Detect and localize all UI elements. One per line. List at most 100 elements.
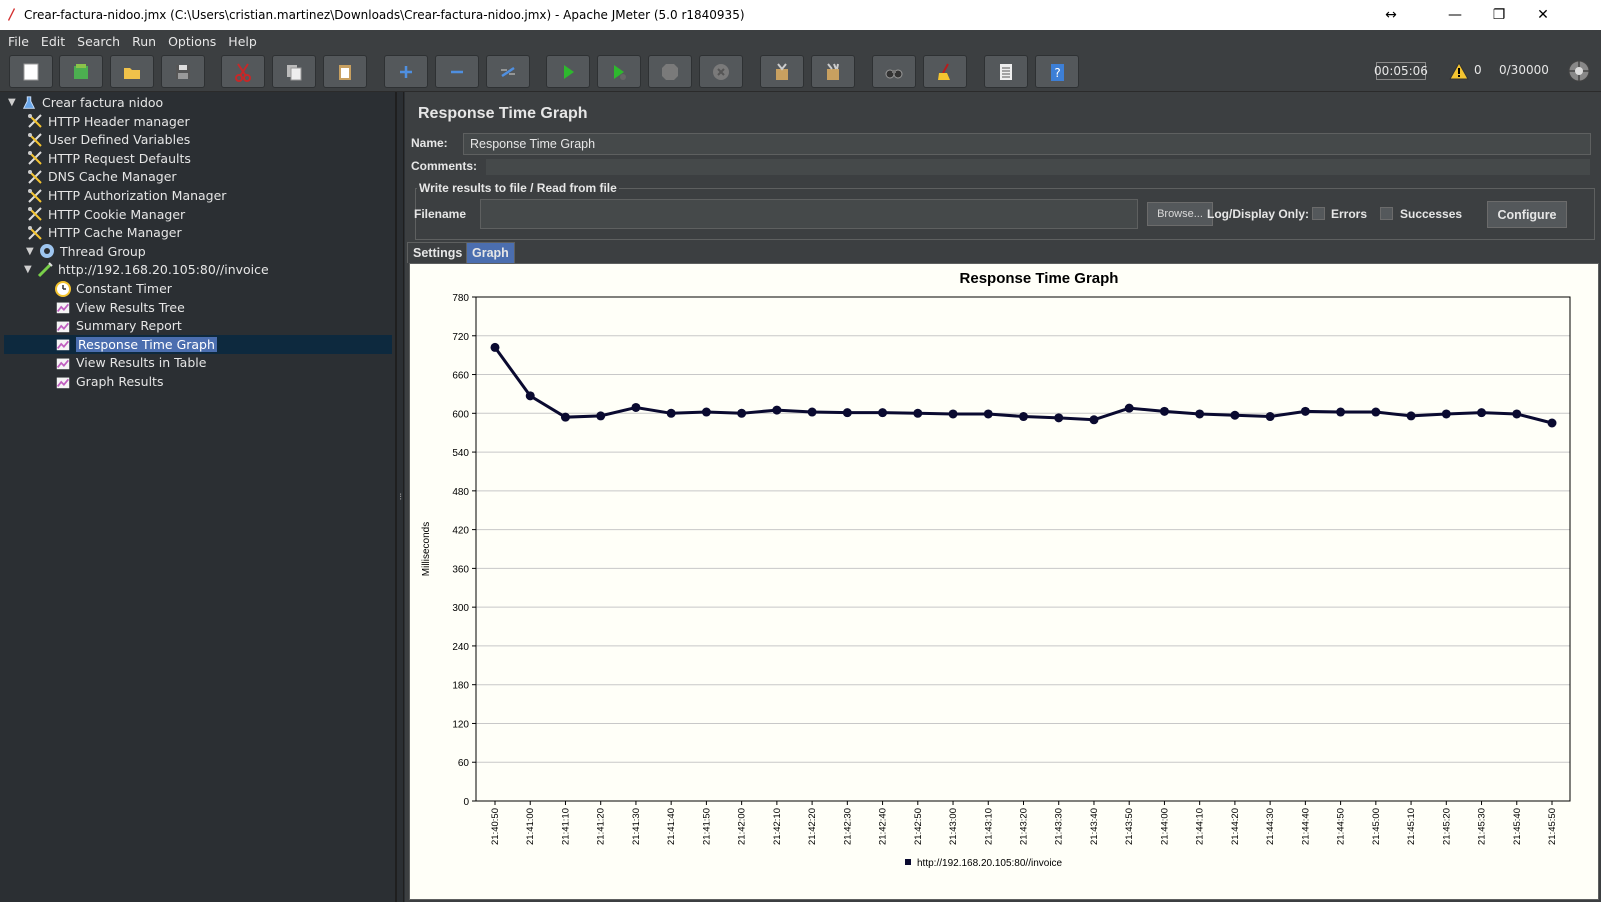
- tree-item[interactable]: Graph Results: [0, 372, 163, 391]
- config-element-icon: [26, 149, 44, 167]
- binoculars-icon: [885, 69, 903, 78]
- clear-icon: [776, 62, 788, 80]
- tree-item[interactable]: ▼ Crear factura nidoo: [0, 93, 163, 112]
- minimize-button[interactable]: —: [1448, 7, 1462, 23]
- tree-item[interactable]: HTTP Header manager: [0, 112, 190, 131]
- config-element-icon: [26, 224, 44, 242]
- expand-arrow-icon[interactable]: ▼: [8, 97, 16, 108]
- cut-button[interactable]: [221, 55, 265, 88]
- log-display-label: Log/Display Only:: [1207, 207, 1310, 221]
- filename-input[interactable]: [480, 199, 1138, 229]
- y-tick-label: 180: [452, 681, 469, 692]
- search-button[interactable]: [872, 55, 916, 88]
- x-tick-label: 21:45:50: [1547, 808, 1558, 845]
- tree-item[interactable]: View Results Tree: [0, 298, 185, 317]
- start-no-pauses-button[interactable]: [597, 55, 641, 88]
- remote-engines-icon[interactable]: [1567, 59, 1591, 83]
- chart-title: Response Time Graph: [960, 270, 1119, 287]
- expand-all-button[interactable]: [384, 55, 428, 88]
- shutdown-button[interactable]: [699, 55, 743, 88]
- x-tick-label: 21:41:10: [560, 808, 571, 845]
- tree-item[interactable]: HTTP Cache Manager: [0, 223, 182, 242]
- open-button[interactable]: [110, 55, 154, 88]
- templates-button[interactable]: [59, 55, 103, 88]
- minus-icon: [451, 70, 463, 73]
- active-threads: 0/30000: [1499, 63, 1549, 77]
- split-pane-divider[interactable]: ⁝: [396, 92, 404, 902]
- listener-icon: [54, 317, 72, 335]
- response-time-chart: Response Time Graph 0 60 120 180 240 300 360 420…: [421, 270, 1571, 869]
- resize-icon[interactable]: ↔: [1385, 7, 1397, 23]
- tree-item[interactable]: User Defined Variables: [0, 130, 190, 149]
- collapse-all-button[interactable]: [435, 55, 479, 88]
- menu-options[interactable]: Options: [168, 33, 217, 49]
- x-tick-label: 21:41:20: [596, 808, 607, 845]
- expand-arrow-icon[interactable]: ▼: [26, 245, 34, 257]
- successes-checkbox[interactable]: [1380, 207, 1393, 220]
- tree-item[interactable]: Constant Timer: [0, 279, 172, 298]
- warning-icon[interactable]: [1449, 61, 1469, 81]
- clear-button[interactable]: [760, 55, 804, 88]
- menu-file[interactable]: File: [8, 33, 29, 49]
- splitter-grip-icon[interactable]: ⁝: [399, 492, 403, 503]
- list-icon: [1000, 63, 1012, 80]
- y-tick-label: 360: [452, 564, 469, 575]
- save-button[interactable]: [161, 55, 205, 88]
- function-helper-button[interactable]: [984, 55, 1028, 88]
- timer-icon: [54, 280, 72, 298]
- tree-item-label: DNS Cache Manager: [48, 169, 177, 185]
- menu-help[interactable]: Help: [228, 33, 257, 49]
- config-element-icon: [26, 112, 44, 130]
- menu-run[interactable]: Run: [132, 33, 157, 49]
- stop-button[interactable]: [648, 55, 692, 88]
- name-field[interactable]: Response Time Graph: [463, 133, 1591, 155]
- x-tick-label: 21:41:30: [631, 808, 642, 845]
- x-tick-label: 21:44:00: [1159, 808, 1170, 845]
- new-button[interactable]: [9, 55, 53, 88]
- tree-item[interactable]: HTTP Authorization Manager: [0, 186, 226, 205]
- tree-item[interactable]: ▼ http://192.168.20.105:80//invoice: [0, 260, 269, 279]
- tree-item[interactable]: DNS Cache Manager: [0, 167, 177, 186]
- help-button[interactable]: ?: [1035, 55, 1079, 88]
- tree-item[interactable]: HTTP Cookie Manager: [0, 205, 185, 224]
- browse-button[interactable]: Browse...: [1147, 202, 1213, 226]
- save-icon: [176, 64, 190, 79]
- name-label: Name:: [411, 136, 448, 150]
- reset-search-button[interactable]: [923, 55, 967, 88]
- write-results-fieldset: [415, 188, 1595, 240]
- graph-area: Response Time Graph 0 60 120 180 240 300 360 420…: [409, 263, 1599, 900]
- data-point: [1159, 406, 1169, 416]
- data-point: [1336, 407, 1346, 417]
- tree-item-label: http://192.168.20.105:80//invoice: [58, 262, 269, 278]
- close-button[interactable]: ✕: [1537, 7, 1549, 23]
- clear-all-button[interactable]: [811, 55, 855, 88]
- data-point: [1124, 403, 1134, 413]
- maximize-button[interactable]: ❐: [1492, 7, 1506, 23]
- tab-graph[interactable]: Graph: [466, 242, 515, 263]
- data-point: [525, 391, 535, 401]
- comments-field[interactable]: [485, 158, 1591, 176]
- paste-button[interactable]: [323, 55, 367, 88]
- tree-item[interactable]: HTTP Request Defaults: [0, 149, 191, 168]
- menu-edit[interactable]: Edit: [40, 33, 66, 49]
- tree-item[interactable]: View Results in Table: [0, 353, 206, 372]
- copy-button[interactable]: [272, 55, 316, 88]
- menu-search[interactable]: Search: [77, 33, 121, 49]
- errors-checkbox[interactable]: [1312, 207, 1325, 220]
- config-element-icon: [26, 131, 44, 149]
- configure-button[interactable]: Configure: [1487, 201, 1567, 228]
- tree-item[interactable]: Summary Report: [0, 316, 182, 335]
- toggle-button[interactable]: [486, 55, 530, 88]
- toolbar: ? 00:05:06 0 0/30000: [0, 52, 1601, 92]
- tree-item-label: Crear factura nidoo: [42, 95, 164, 110]
- tree-item[interactable]: ▼ Thread Group: [0, 242, 146, 261]
- data-point: [560, 412, 570, 422]
- tree-item[interactable]: Response Time Graph: [4, 334, 392, 354]
- expand-arrow-icon[interactable]: ▼: [24, 264, 32, 276]
- tree-item-label: HTTP Authorization Manager: [48, 188, 227, 203]
- toggle-icon: [501, 66, 515, 77]
- start-button[interactable]: [546, 55, 590, 88]
- x-tick-label: 21:44:30: [1265, 808, 1276, 845]
- data-point: [737, 408, 747, 418]
- tab-settings[interactable]: Settings: [407, 242, 469, 263]
